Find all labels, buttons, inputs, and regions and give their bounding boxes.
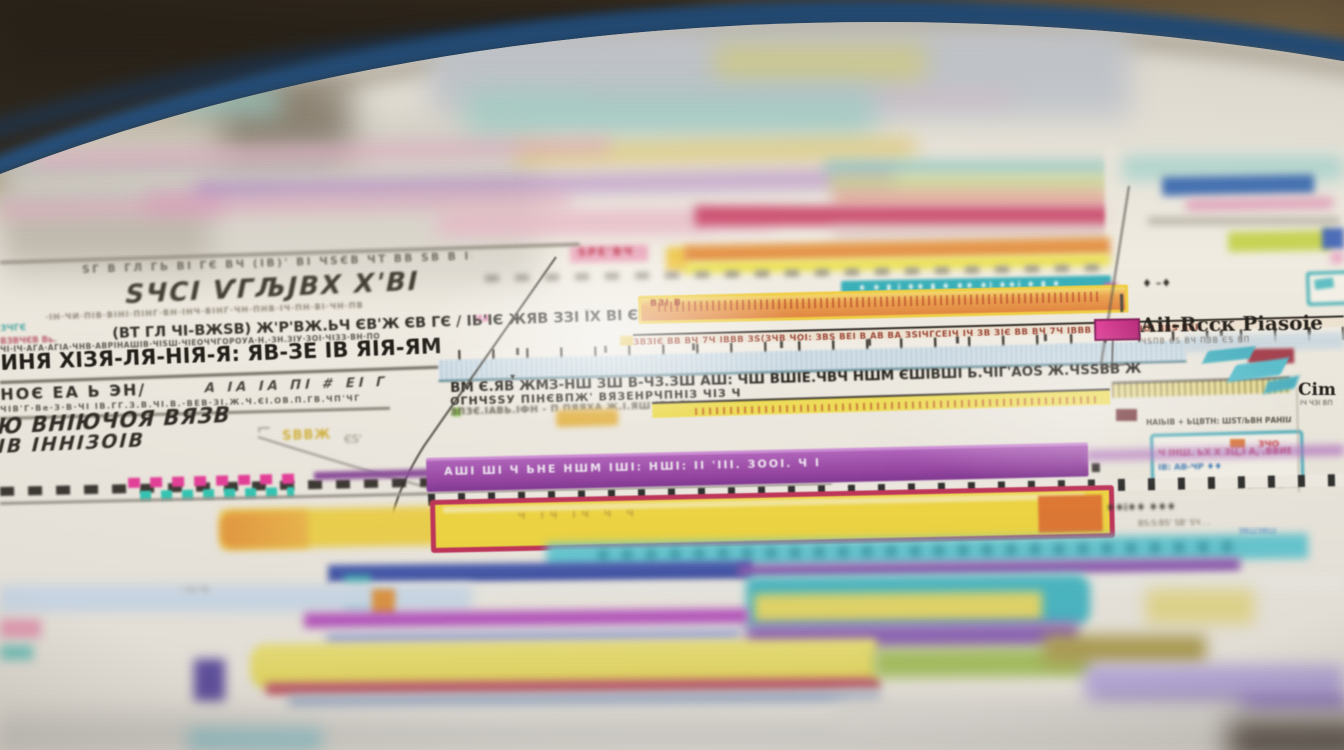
paleyellow-blob (1146, 589, 1254, 624)
teal-blob-bottom-left (188, 728, 322, 750)
yellow-bar-left-cap (220, 510, 309, 549)
bottom-light-patch (838, 698, 1242, 740)
cim-text: Сіm (1298, 381, 1336, 400)
gray-after-marks: ЄЅ' (343, 432, 363, 446)
edge-teal-chip-bottom (0, 645, 33, 660)
maroon-chip (1116, 409, 1137, 421)
bracket-mark: ⌐ (255, 418, 272, 440)
edge-teal-text: ЗЧГЄ (0, 323, 27, 334)
stripe-crimson-textured (695, 206, 1115, 226)
yellow-marks: ЅВВЖ (281, 427, 332, 444)
stripe-graypink (833, 227, 1108, 238)
note-red-number: ЗЧО (1258, 440, 1279, 450)
dark-corner-bottom-right (1228, 720, 1344, 750)
teal-band-2-yellow (754, 591, 1043, 623)
yellow-bar-orange-seg (1038, 494, 1103, 533)
orange-dot-bottom (372, 589, 395, 616)
edge-pink-chip-bottom (0, 619, 41, 638)
right-blue-chip (1322, 228, 1344, 249)
teal-blob-top-left (180, 84, 280, 116)
glare-right (870, 325, 1300, 490)
purple-blob-bottom-left (194, 659, 225, 702)
text-after-bar: ♦♦і♦♦ ♦♦♦ (1106, 501, 1176, 514)
stripe-teal-right (825, 162, 1110, 173)
teal-patch-top (465, 90, 875, 136)
chart-paper-sheet: ЅРЕ'ВЧЅЃ В ЃЛ ЃЬ ВІ ГЄ ВЧ (ІВ)' ВІ ЧЅЄВ … (0, 22, 1344, 750)
olive-blob (1044, 635, 1206, 664)
right-blue-bar (1162, 174, 1315, 196)
text-after-bar-blue: ЗВШЗВШ (1238, 528, 1277, 536)
shadow-streak-left (0, 208, 210, 263)
cim-sub-text: ІЧ ЧЗІ ВП (1300, 400, 1333, 407)
right-yellowgreen-bar (1228, 230, 1333, 252)
bar-end-tick (1120, 293, 1124, 312)
glare-center (420, 246, 800, 431)
right-gray-row (1148, 217, 1340, 225)
stripe-salmon (833, 192, 1110, 205)
stripe-greenyellow (830, 176, 1112, 191)
dark-marks-after-teal: ♦ –♦ (1141, 276, 1172, 290)
right-pink-chip (1331, 252, 1343, 263)
chart-paper-content: ЅРЕ'ВЧЅЃ В ЃЛ ЃЬ ВІ ГЄ ВЧ (ІВ)' ВІ ЧЅЄВ … (0, 22, 1344, 750)
note-orange-dot (1230, 439, 1245, 448)
stripe-pink-fade (445, 212, 710, 229)
wash-yellow-top (715, 44, 925, 82)
